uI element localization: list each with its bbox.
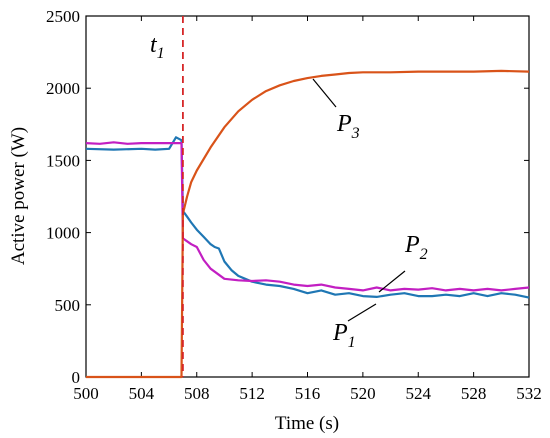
series-line-p3 [86,69,530,379]
y-tick-label: 2500 [46,7,80,26]
p3-leader-line [312,78,337,108]
p1-annotation-main: P [332,320,348,346]
x-tick-label: 524 [406,384,432,403]
x-tick-label: 532 [516,384,542,403]
p3-annotation-sub: 3 [351,125,360,142]
event-label-sub: 1 [157,45,165,62]
series-line-p2 [85,141,530,292]
plot-frame [85,15,530,378]
p2-annotation-sub: 2 [420,246,428,263]
p2-annotation: P2 [404,232,428,263]
p3-annotation-main: P [336,111,352,137]
y-axis-ticks: 0 500 1000 1500 2000 2500 [46,7,529,387]
y-tick-label: 500 [55,296,81,315]
y-tick-label: 1000 [46,224,80,243]
event-label-main: t [150,32,158,58]
x-tick-label: 504 [129,384,155,403]
x-tick-label: 528 [461,384,487,403]
p2-annotation-main: P [404,232,420,258]
p1-leader-line [347,303,377,322]
x-tick-label: 512 [239,384,265,403]
x-tick-label: 520 [350,384,376,403]
x-tick-label: 508 [184,384,210,403]
y-tick-label: 2000 [46,79,80,98]
p2-leader-line [378,270,406,293]
y-tick-label: 1500 [46,151,80,170]
y-tick-label: 0 [72,368,81,387]
y-axis-label: Active power (W) [8,127,29,265]
x-tick-label: 516 [295,384,321,403]
p1-annotation: P1 [332,320,356,351]
x-tick-label: 500 [73,384,99,403]
x-axis-ticks: 500 504 508 512 516 520 524 528 532 [73,16,542,403]
x-axis-label: Time (s) [275,413,339,434]
event-marker-label: t1 [150,32,165,62]
p1-annotation-sub: 1 [348,334,356,351]
p3-annotation: P3 [336,111,360,142]
